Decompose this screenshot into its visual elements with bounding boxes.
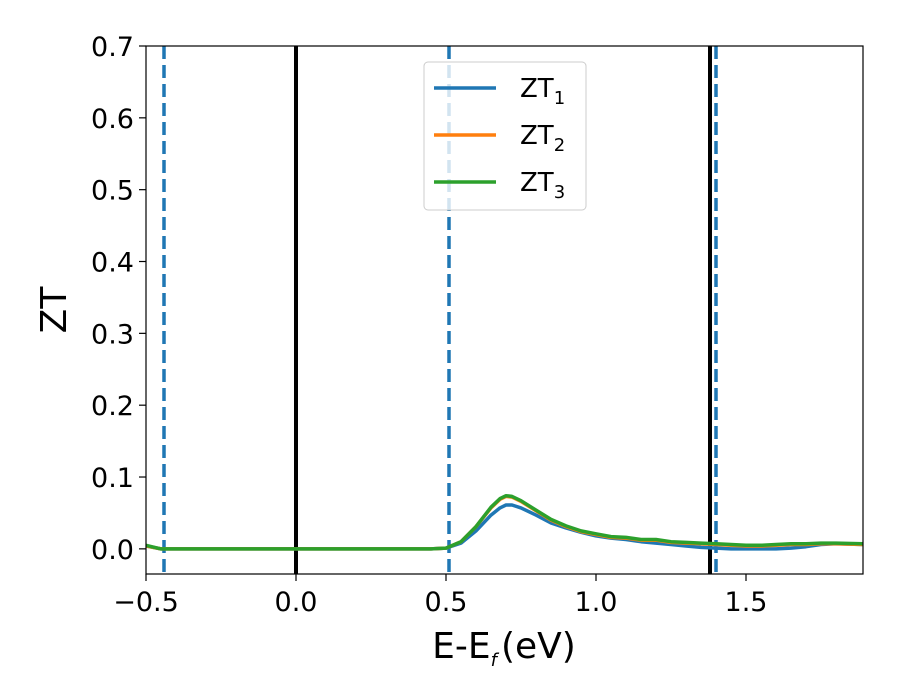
- plot-frame: [145, 45, 864, 575]
- legend-label-1: ZT1: [520, 74, 565, 109]
- series-lines: [146, 493, 863, 551]
- legend-label-2: ZT2: [520, 121, 565, 156]
- x-tick-label: 1.5: [725, 587, 768, 618]
- x-tick-label: 1.0: [575, 587, 618, 618]
- y-tick-label: 0.3: [91, 319, 134, 350]
- series-line-1: [146, 503, 863, 551]
- y-tick-label: 0.5: [91, 176, 134, 207]
- y-tick-label: 0.6: [91, 104, 134, 135]
- x-axis-label: E-Ef (eV): [432, 626, 576, 671]
- legend: ZT1 ZT2 ZT3: [423, 61, 587, 211]
- y-tick-label: 0.7: [91, 32, 134, 63]
- y-axis-label: ZT: [34, 286, 75, 334]
- y-tick-label: 0.0: [91, 535, 134, 566]
- legend-box: [423, 61, 587, 211]
- legend-label-3: ZT3: [520, 168, 565, 203]
- x-axis-ticks: −0.5 0.0 0.5 1.0 1.5: [113, 574, 767, 618]
- y-tick-label: 0.4: [91, 248, 134, 279]
- x-tick-label: −0.5: [113, 587, 179, 618]
- x-tick-label: 0.0: [275, 587, 318, 618]
- y-tick-label: 0.1: [91, 463, 134, 494]
- x-tick-label: 0.5: [425, 587, 468, 618]
- y-axis-ticks: 0.0 0.1 0.2 0.3 0.4 0.5 0.6 0.7: [91, 32, 146, 566]
- y-tick-label: 0.2: [91, 391, 134, 422]
- series-line-3: [146, 493, 863, 551]
